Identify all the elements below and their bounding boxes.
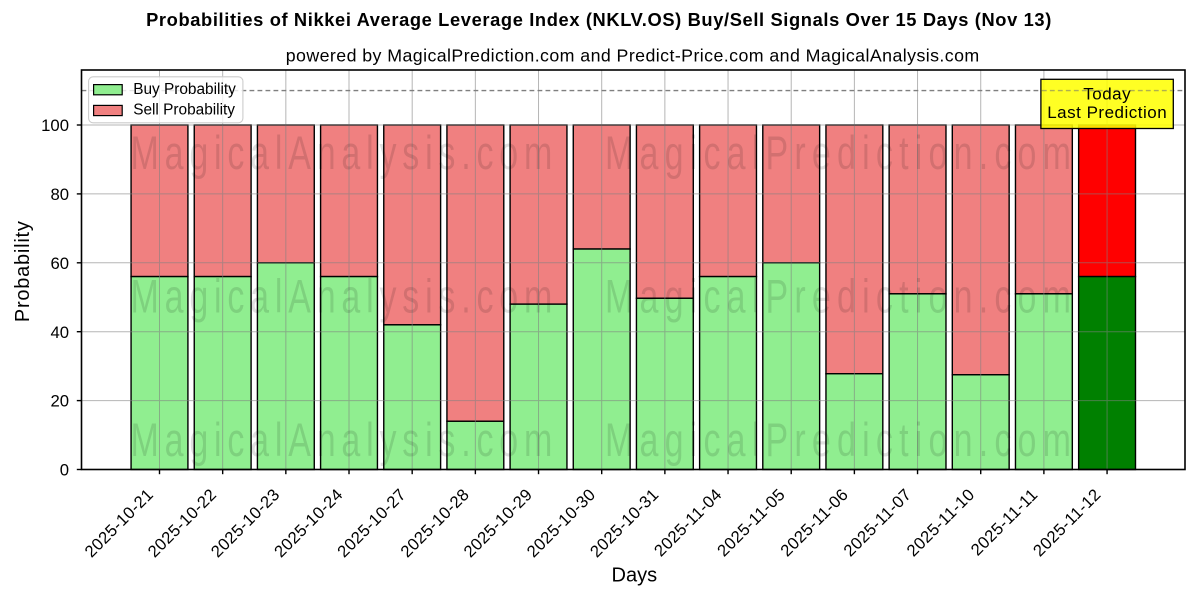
svg-text:80: 80 — [50, 185, 69, 204]
svg-text:Last Prediction: Last Prediction — [1047, 103, 1167, 122]
svg-text:MagicalAnalysis.com: MagicalAnalysis.com — [131, 126, 559, 179]
svg-text:100: 100 — [41, 116, 69, 135]
svg-text:Sell Probability: Sell Probability — [133, 102, 235, 119]
svg-text:60: 60 — [50, 254, 69, 273]
svg-text:Probability: Probability — [12, 220, 34, 322]
svg-text:MagicalPrediction.com: MagicalPrediction.com — [605, 270, 1077, 323]
svg-text:Probabilities of Nikkei Averag: Probabilities of Nikkei Average Leverage… — [146, 9, 1052, 30]
svg-text:MagicalPrediction.com: MagicalPrediction.com — [605, 414, 1077, 467]
svg-text:powered by MagicalPrediction.c: powered by MagicalPrediction.com and Pre… — [286, 46, 980, 66]
svg-text:MagicalAnalysis.com: MagicalAnalysis.com — [131, 270, 559, 323]
svg-text:MagicalAnalysis.com: MagicalAnalysis.com — [131, 414, 559, 467]
svg-text:Today: Today — [1083, 85, 1131, 104]
svg-text:Buy Probability: Buy Probability — [133, 81, 236, 98]
svg-text:0: 0 — [60, 461, 69, 480]
svg-text:MagicalPrediction.com: MagicalPrediction.com — [605, 126, 1077, 179]
svg-text:40: 40 — [50, 323, 69, 342]
svg-text:Days: Days — [612, 564, 658, 586]
svg-text:20: 20 — [50, 392, 69, 411]
